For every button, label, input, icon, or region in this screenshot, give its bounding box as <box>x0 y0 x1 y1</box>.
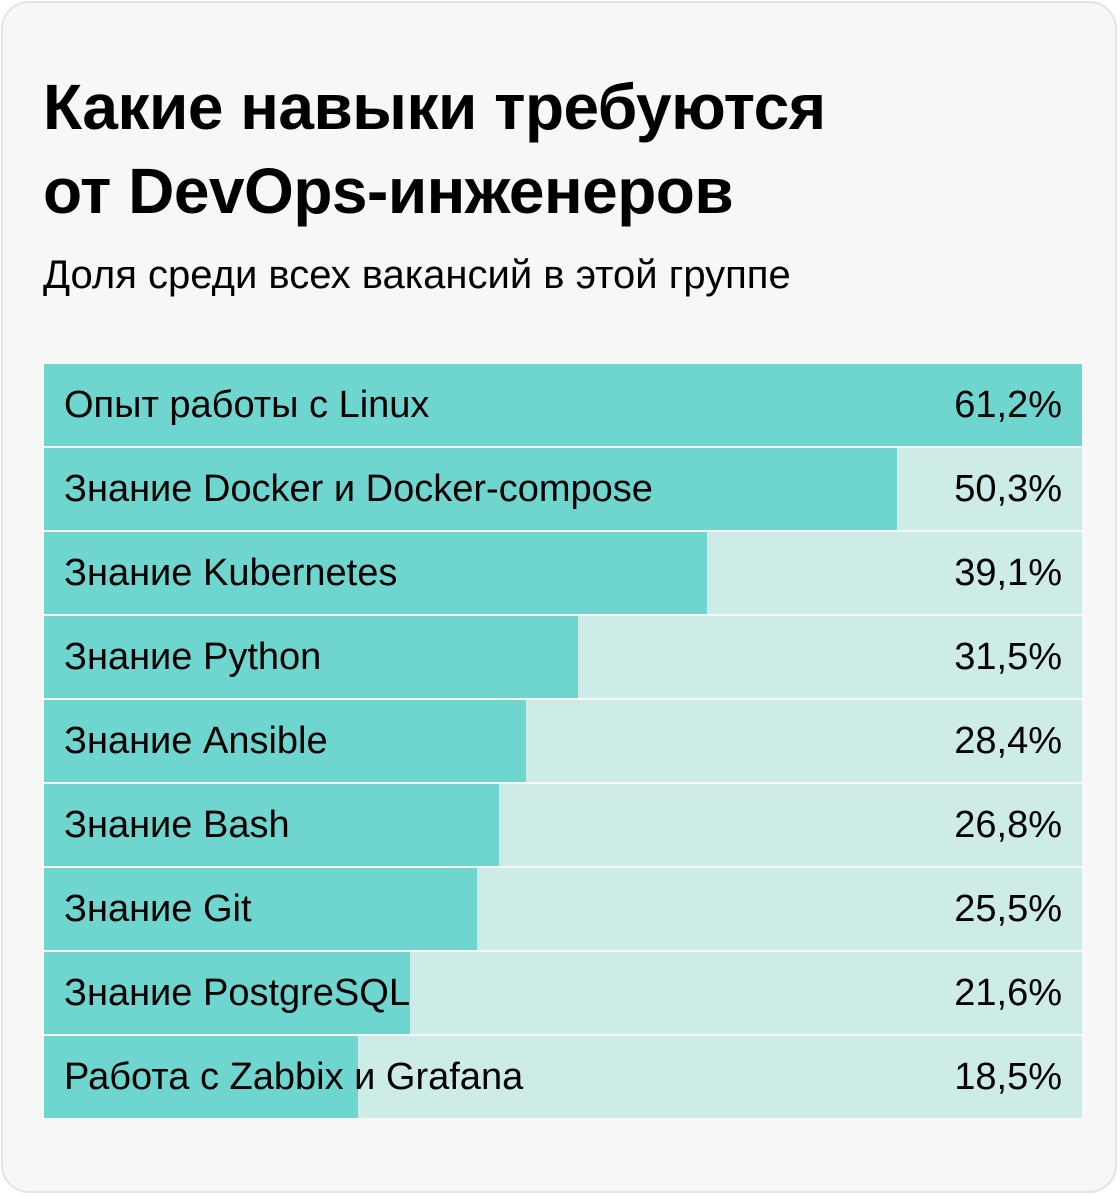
bar-label: Знание PostgreSQL <box>64 972 410 1014</box>
bar <box>44 616 579 698</box>
bar-value-label: 31,5% <box>954 636 1062 678</box>
bar-value-label: 39,1% <box>954 552 1062 594</box>
bar-value-label: 21,6% <box>954 972 1062 1014</box>
bar-label: Работа с Zabbix и Grafana <box>64 1056 524 1098</box>
bar-row: Знание Kubernetes 39,1% <box>44 532 1082 614</box>
bar-row: Знание PostgreSQL 21,6% <box>44 952 1082 1034</box>
bar <box>44 868 477 950</box>
bar-label: Знание Docker и Docker-compose <box>64 468 653 510</box>
bar <box>44 700 526 782</box>
bar-row: Знание Python 31,5% <box>44 616 1082 698</box>
bar-row: Опыт работы с Linux 61,2% <box>44 364 1082 446</box>
bar-value-label: 50,3% <box>954 468 1062 510</box>
bar-value-label: 28,4% <box>954 720 1062 762</box>
bar-row: Знание Bash 26,8% <box>44 784 1082 866</box>
bar-value-label: 18,5% <box>954 1056 1062 1098</box>
chart-title: Какие навыки требуются от DevOps-инженер… <box>43 71 826 227</box>
bar-label: Знание Python <box>64 636 322 678</box>
bar <box>44 532 708 614</box>
bar-label: Знание Kubernetes <box>64 552 398 594</box>
bar-label: Знание Bash <box>64 804 290 846</box>
bar-row: Знание Git 25,5% <box>44 868 1082 950</box>
bar-row: Знание Docker и Docker-compose 50,3% <box>44 448 1082 530</box>
bar-chart: Опыт работы с Linux 61,2% Знание Docker и … <box>44 364 1082 1120</box>
bar-label: Опыт работы с Linux <box>64 384 430 426</box>
chart-subtitle: Доля среди всех вакансий в этой группе <box>43 253 791 297</box>
bar <box>44 364 1082 446</box>
bar <box>44 784 499 866</box>
bar-label: Знание Git <box>64 888 252 930</box>
bar <box>44 448 898 530</box>
bar <box>44 1036 358 1118</box>
bar-value-label: 25,5% <box>954 888 1062 930</box>
bar <box>44 952 411 1034</box>
bar-row: Работа с Zabbix и Grafana 18,5% <box>44 1036 1082 1118</box>
bar-label: Знание Ansible <box>64 720 328 762</box>
bar-value-label: 61,2% <box>954 384 1062 426</box>
bar-value-label: 26,8% <box>954 804 1062 846</box>
bar-row: Знание Ansible 28,4% <box>44 700 1082 782</box>
